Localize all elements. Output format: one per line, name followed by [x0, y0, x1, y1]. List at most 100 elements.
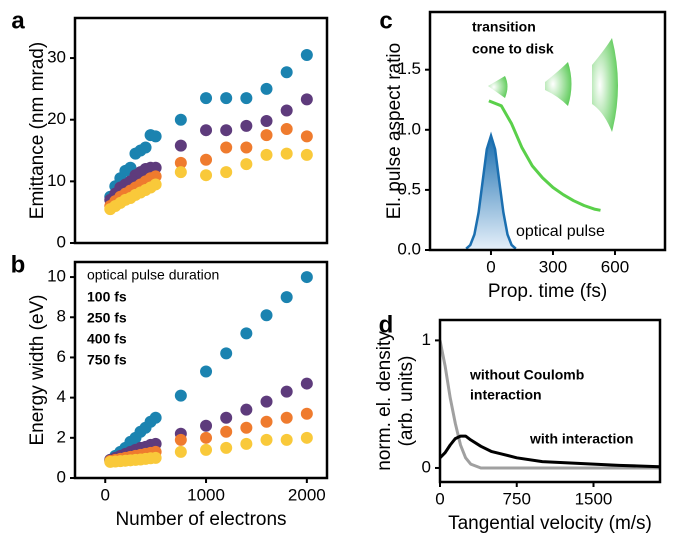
data-point	[200, 365, 213, 378]
x-tick-label: 1500	[575, 489, 613, 508]
data-point	[220, 411, 233, 424]
data-point	[174, 113, 187, 126]
data-point	[240, 141, 253, 154]
x-tick-label: 0	[486, 257, 495, 276]
data-line	[488, 99, 601, 212]
y-axis-title: norm. el. density	[374, 331, 395, 471]
data-point	[280, 122, 293, 135]
x-tick-label: 2000	[288, 485, 326, 504]
y-tick-label: 4	[57, 387, 66, 406]
y-tick-label: 30	[47, 48, 66, 67]
cone-icon	[488, 76, 508, 98]
y-tick-label: 8	[57, 307, 66, 326]
data-point	[280, 291, 293, 304]
axes-frame	[73, 16, 329, 245]
y-tick-label: 0	[57, 232, 66, 251]
axes-frame	[73, 260, 329, 480]
data-point	[200, 443, 213, 456]
x-tick-label: 750	[503, 489, 531, 508]
series-label: without Coulomb	[469, 367, 584, 383]
data-point	[240, 437, 253, 450]
axes-frame	[438, 318, 662, 484]
x-tick-label: 1000	[187, 485, 225, 504]
data-point	[300, 377, 313, 390]
x-tick-label: 300	[539, 257, 567, 276]
data-point	[260, 433, 273, 446]
data-point	[280, 411, 293, 424]
y-tick-label: 2	[57, 427, 66, 446]
y-axis-title: Emittance (nm mrad)	[27, 42, 48, 219]
data-point	[260, 148, 273, 161]
plot-area	[104, 271, 313, 468]
data-point	[260, 415, 273, 428]
data-point	[139, 141, 152, 154]
series-label: interaction	[470, 387, 542, 403]
y-tick-label: 1.5	[397, 59, 421, 78]
data-point	[240, 158, 253, 171]
data-point	[200, 169, 213, 182]
y-tick-label: 6	[57, 347, 66, 366]
y-tick-label: 0	[422, 457, 431, 476]
pulse-area	[466, 135, 516, 250]
data-point	[260, 309, 273, 322]
data-point	[220, 347, 233, 360]
legend-entry: 250 fs	[87, 310, 127, 326]
data-point	[260, 114, 273, 127]
legend-entry: 400 fs	[87, 331, 127, 347]
data-point	[149, 178, 162, 191]
data-point	[174, 389, 187, 402]
data-point	[174, 433, 187, 446]
x-tick-label: 0	[101, 485, 110, 504]
plot-area	[438, 340, 661, 470]
data-point	[300, 407, 313, 420]
data-point	[300, 271, 313, 284]
series-label: with interaction	[529, 431, 633, 447]
annotation: cone to disk	[472, 41, 554, 57]
data-point	[280, 385, 293, 398]
plot-area	[465, 99, 601, 250]
disk-icon	[592, 38, 618, 132]
x-axis-title: Number of electrons	[115, 509, 286, 530]
plot-area	[104, 48, 313, 216]
data-point	[260, 82, 273, 95]
data-point	[280, 147, 293, 160]
data-point	[174, 166, 187, 179]
panel-label: d	[379, 311, 394, 338]
data-point	[174, 156, 187, 169]
data-point	[300, 130, 313, 143]
data-point	[280, 433, 293, 446]
data-point	[240, 119, 253, 132]
annotation: transition	[472, 19, 536, 35]
y-axis-title: Energy width (eV)	[27, 294, 48, 445]
x-axis-title: Tangential velocity (m/s)	[448, 513, 652, 534]
data-point	[174, 445, 187, 458]
y-tick-label: 0.5	[397, 179, 421, 198]
data-point	[200, 124, 213, 137]
legend-entry: 100 fs	[87, 289, 127, 305]
y-tick-label: 10	[47, 267, 66, 286]
data-point	[200, 431, 213, 444]
axes-frame	[428, 10, 667, 252]
x-axis-title: Prop. time (fs)	[488, 281, 607, 302]
data-point	[149, 130, 162, 143]
data-point	[300, 93, 313, 106]
y-axis-title: El. pulse aspect ratio	[384, 43, 405, 219]
panel-label: b	[11, 251, 26, 278]
shape-icons	[488, 38, 618, 132]
data-point	[220, 166, 233, 179]
legend-title: optical pulse duration	[87, 267, 219, 283]
data-point	[200, 419, 213, 432]
bowl-icon	[545, 62, 572, 106]
legend-entry: 750 fs	[87, 352, 127, 368]
data-line	[438, 340, 660, 470]
data-point	[200, 153, 213, 166]
y-tick-label: 1.0	[397, 119, 421, 138]
data-point	[149, 451, 162, 464]
data-point	[300, 48, 313, 61]
data-point	[149, 411, 162, 424]
data-point	[300, 148, 313, 161]
panel-label: a	[11, 7, 25, 34]
y-tick-label: 0	[57, 467, 66, 486]
y-tick-label: 20	[47, 109, 66, 128]
